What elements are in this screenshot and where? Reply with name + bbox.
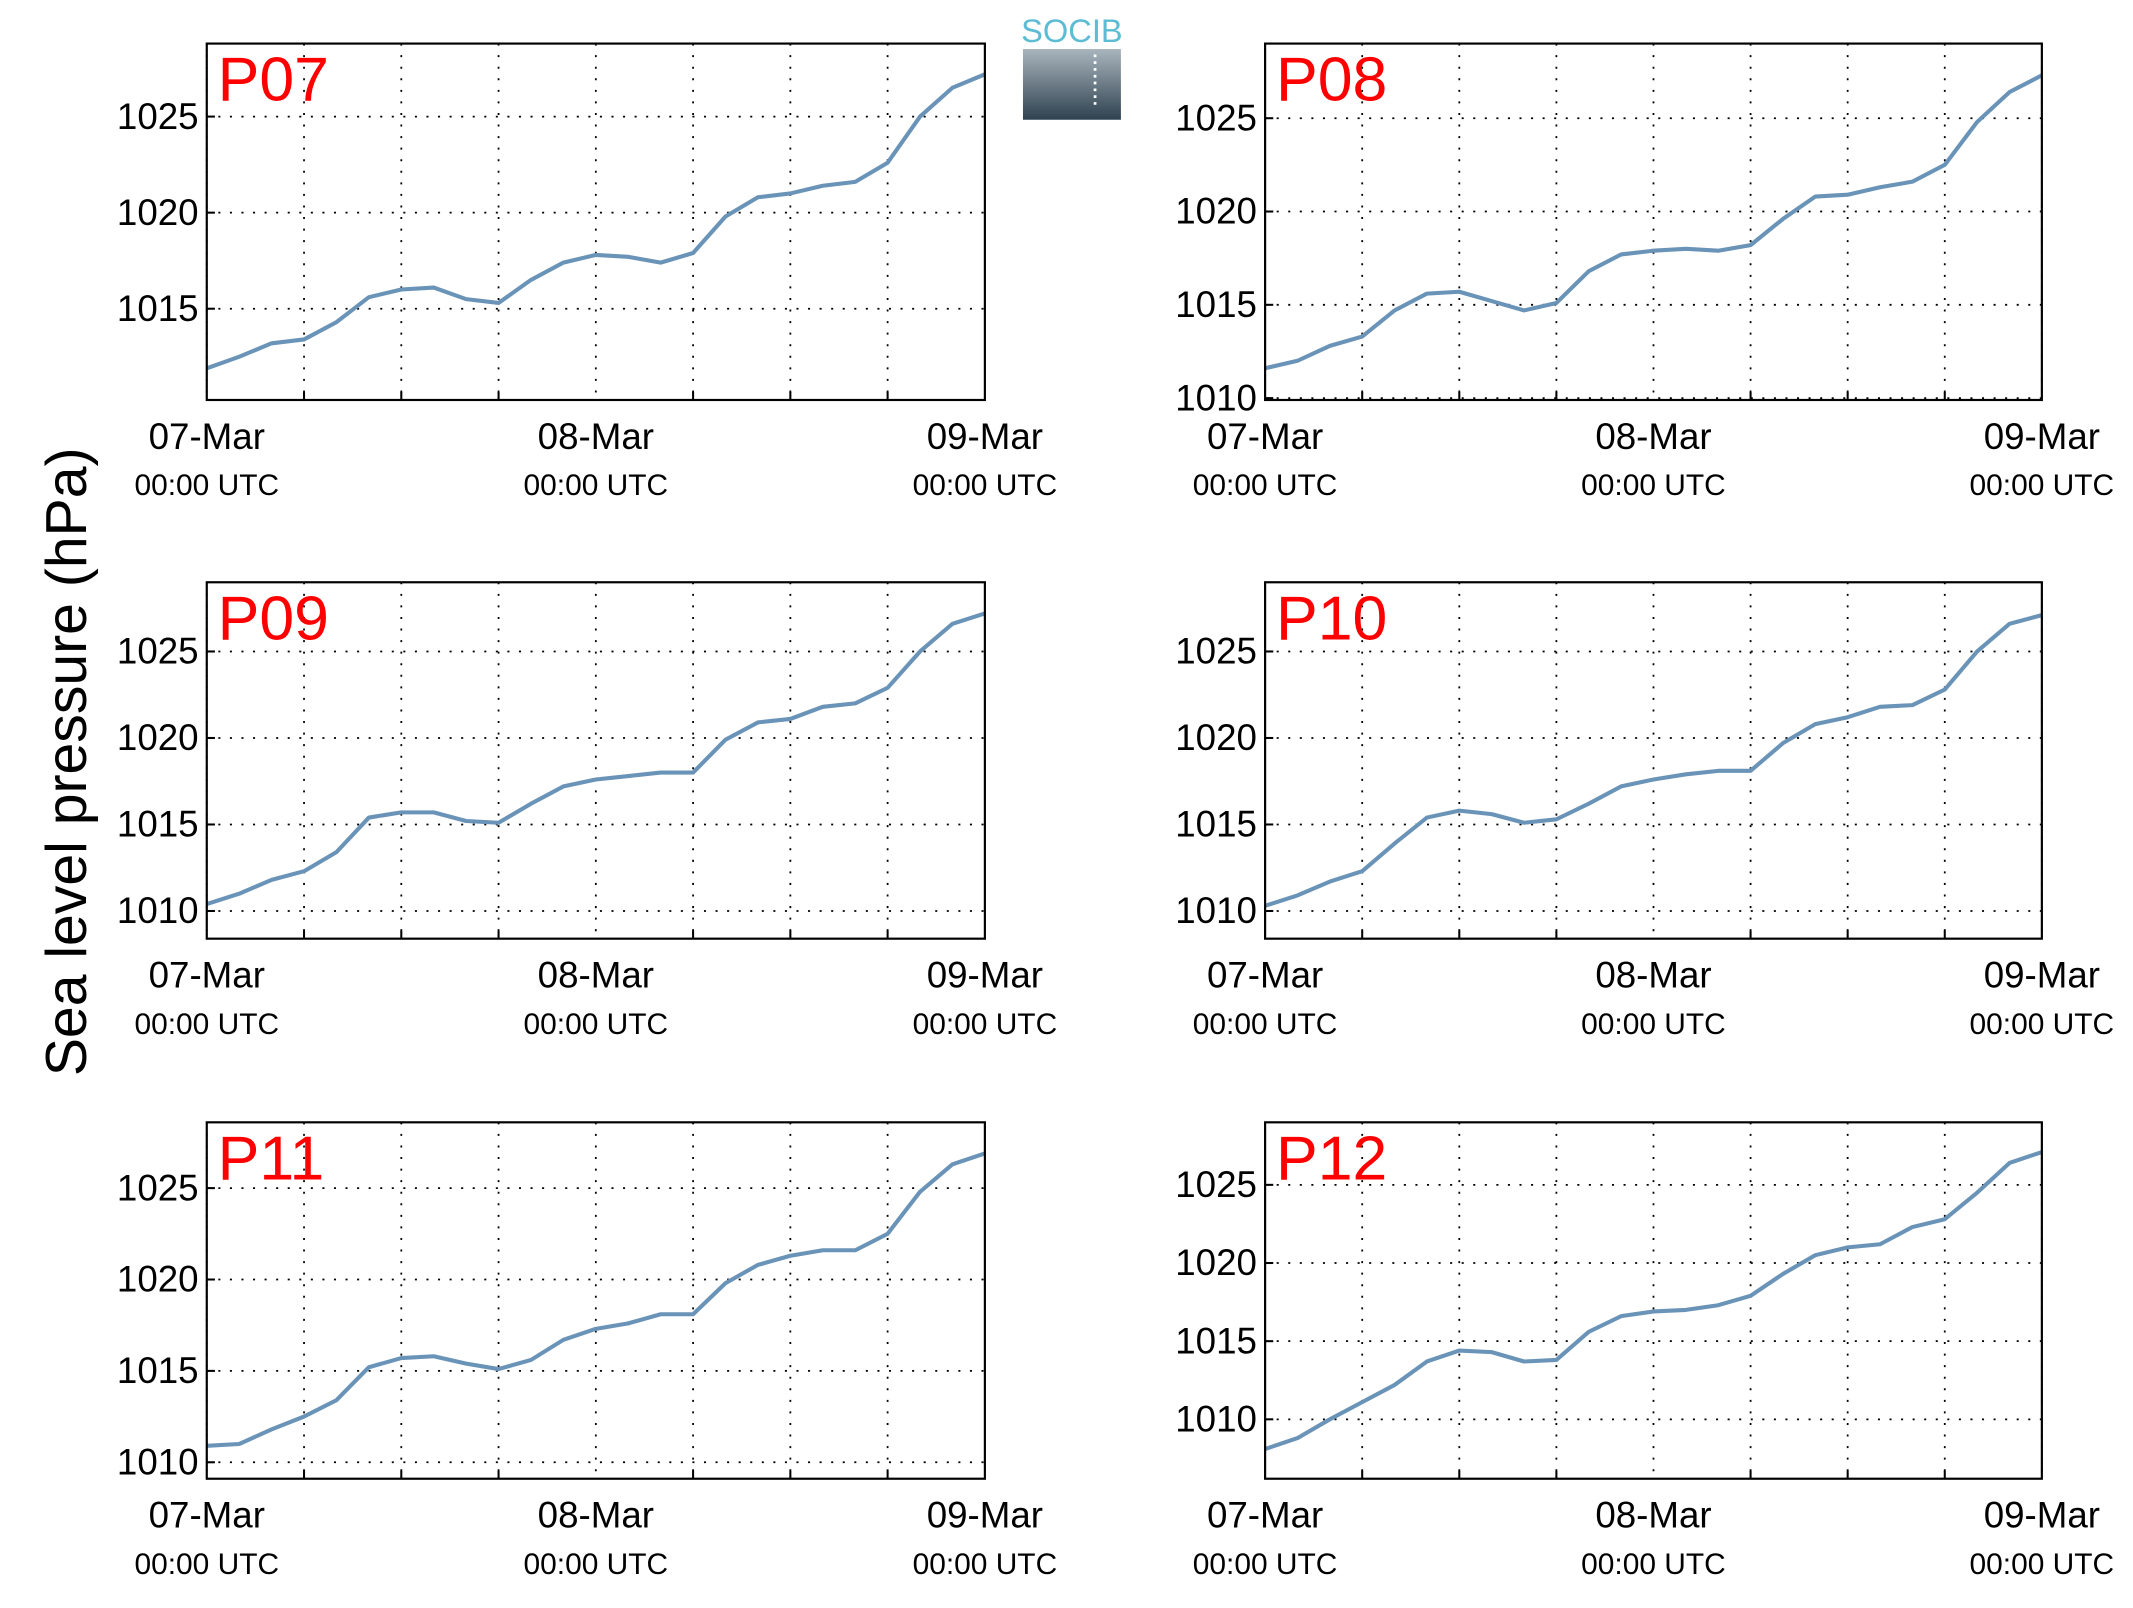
data-line	[1264, 73, 2043, 371]
x-tick-label: 07-Mar 00:00 UTC	[134, 416, 279, 502]
y-tick-label: 1025	[1175, 1164, 1257, 1205]
x-tick-label: 07-Mar 00:00 UTC	[1193, 416, 1338, 502]
x-tick-label: 07-Mar 00:00 UTC	[1193, 1495, 1338, 1581]
plot-frame	[1264, 1121, 2043, 1480]
plot-frame	[1264, 42, 2043, 402]
panel: 1010 1015 1020 1025 07-Mar 00:00 UTC 08-Mar 00:…	[117, 1121, 1058, 1581]
logo-block	[1022, 49, 1121, 120]
data-line	[206, 1151, 986, 1448]
y-tick-label: 1025	[1175, 97, 1257, 138]
y-tick-label: 1025	[117, 96, 199, 137]
x-tick-label: 08-Mar 00:00 UTC	[1581, 1495, 1726, 1581]
panel: 1010 1015 1020 1025 07-Mar 00:00 UTC 08-Mar 00:…	[117, 581, 1058, 1041]
data-line	[206, 72, 986, 371]
y-tick-label: 1010	[117, 1442, 199, 1483]
data-line	[1264, 613, 2043, 908]
y-tick-label: 1015	[117, 804, 199, 845]
x-tick-label: 09-Mar 00:00 UTC	[913, 416, 1058, 502]
y-axis-label: Sea level pressure (hPa)	[35, 447, 99, 1076]
panel-title: P10	[1276, 583, 1387, 653]
plot-frame	[205, 42, 986, 402]
y-tick-label: 1020	[117, 192, 199, 233]
panel: 1010 1015 1020 1025 07-Mar 00:00 UTC 08-Mar 00:…	[1175, 42, 2115, 502]
x-tick-label: 09-Mar 00:00 UTC	[913, 955, 1058, 1041]
plot-frame	[205, 581, 986, 940]
data-line	[1264, 1150, 2043, 1451]
y-tick-label: 1015	[1175, 284, 1257, 325]
y-tick-label: 1020	[1175, 1242, 1257, 1283]
x-tick-label: 08-Mar 00:00 UTC	[524, 1495, 669, 1581]
x-tick-label: 08-Mar 00:00 UTC	[524, 955, 669, 1041]
y-tick-label: 1010	[1175, 1399, 1257, 1440]
y-tick-label: 1020	[1175, 191, 1257, 232]
x-tick-label: 07-Mar 00:00 UTC	[134, 1495, 279, 1581]
y-tick-label: 1025	[117, 631, 199, 672]
panel-title: P08	[1276, 45, 1387, 115]
panel-title: P12	[1276, 1123, 1387, 1193]
y-tick-label: 1015	[117, 1350, 199, 1391]
x-tick-label: 09-Mar 00:00 UTC	[1970, 1495, 2115, 1581]
y-tick-label: 1020	[117, 1259, 199, 1300]
plot-frame	[1264, 581, 2043, 940]
panel-title: P11	[218, 1123, 325, 1193]
x-tick-label: 07-Mar 00:00 UTC	[1193, 955, 1338, 1041]
x-tick-label: 09-Mar 00:00 UTC	[1970, 416, 2115, 502]
y-tick-label: 1020	[1175, 717, 1257, 758]
logo-text: SOCIB	[1021, 12, 1123, 49]
y-tick-label: 1025	[117, 1167, 199, 1208]
x-tick-label: 08-Mar 00:00 UTC	[1581, 416, 1726, 502]
x-tick-label: 08-Mar 00:00 UTC	[1581, 955, 1726, 1041]
x-tick-label: 09-Mar 00:00 UTC	[913, 1495, 1058, 1581]
data-line	[206, 611, 986, 907]
y-tick-label: 1015	[117, 288, 199, 329]
y-tick-label: 1010	[117, 890, 199, 931]
plot-frame	[205, 1121, 986, 1480]
y-tick-label: 1015	[1175, 1320, 1257, 1361]
x-tick-label: 08-Mar 00:00 UTC	[524, 416, 669, 502]
panel: 1010 1015 1020 1025 07-Mar 00:00 UTC 08-Mar 00:…	[1175, 581, 2115, 1041]
y-tick-label: 1020	[117, 717, 199, 758]
y-tick-label: 1010	[1175, 890, 1257, 931]
panel: 1015 1020 1025 07-Mar 00:00 UTC 08-Mar 00:00 U…	[117, 42, 1058, 502]
x-tick-label: 07-Mar 00:00 UTC	[134, 955, 279, 1041]
panel-title: P07	[218, 45, 329, 115]
logo: SOCIB	[1021, 12, 1123, 120]
y-tick-label: 1025	[1175, 631, 1257, 672]
panel: 1010 1015 1020 1025 07-Mar 00:00 UTC 08-Mar 00:…	[1175, 1121, 2115, 1581]
y-tick-label: 1015	[1175, 804, 1257, 845]
x-tick-label: 09-Mar 00:00 UTC	[1970, 955, 2115, 1041]
y-tick-label: 1010	[1175, 377, 1257, 418]
panel-title: P09	[218, 583, 329, 653]
